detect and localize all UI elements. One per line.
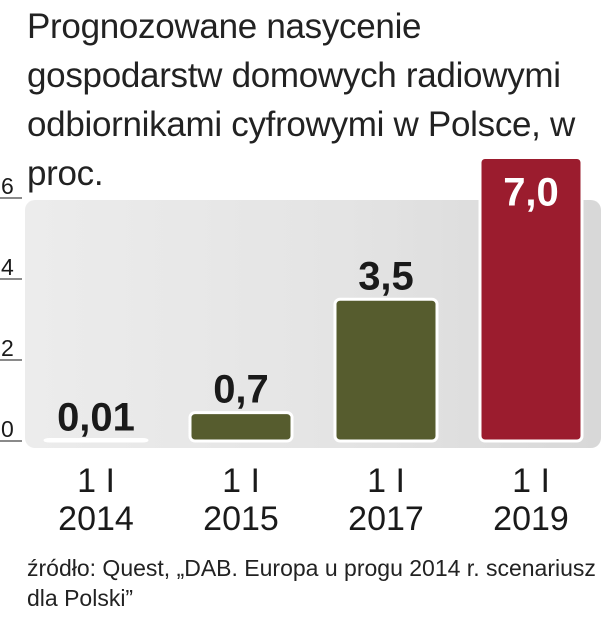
x-tick-label: 1 I [512, 462, 550, 500]
x-tick-label: 1 I [367, 462, 405, 500]
y-tick-label: 6 [1, 173, 14, 199]
x-tick-label: 2019 [493, 500, 569, 538]
y-tick-label: 0 [1, 416, 14, 442]
x-tick-label: 1 I [222, 462, 260, 500]
data-label: 0,01 [57, 396, 135, 440]
bar [188, 411, 294, 443]
plot-area-background [25, 200, 601, 448]
bar [478, 156, 584, 443]
chart-title: Prognozowane nasycenie gospodarstw domow… [27, 7, 576, 193]
y-tick-label: 2 [1, 335, 14, 361]
source-note: źródło: Quest, „DAB. Europa u progu 2014… [27, 555, 596, 611]
data-label: 0,7 [213, 368, 269, 412]
y-tick-label: 4 [1, 254, 14, 280]
x-tick-label: 2017 [348, 500, 424, 538]
x-tick-label: 2014 [58, 500, 134, 538]
bar [43, 438, 149, 443]
data-label: 7,0 [503, 171, 559, 215]
x-tick-label: 1 I [77, 462, 115, 500]
data-label: 3,5 [358, 254, 414, 298]
bar [333, 297, 439, 443]
x-tick-label: 2015 [203, 500, 279, 538]
